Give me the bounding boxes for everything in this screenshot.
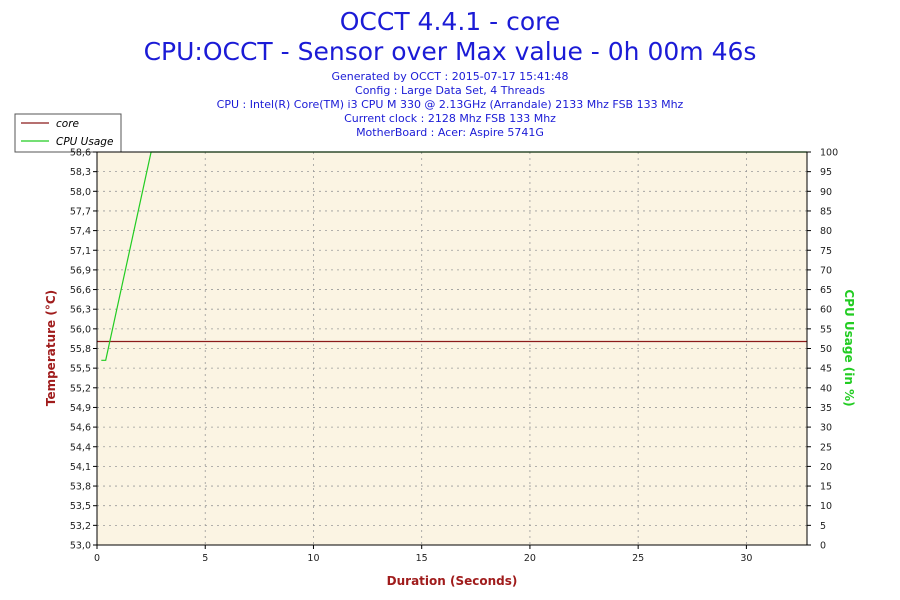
info-motherboard: MotherBoard : Acer: Aspire 5741G [356,126,544,139]
y-right-tick-label: 25 [820,442,832,453]
legend-box [14,113,122,153]
y-left-tick-label: 53,5 [70,501,91,512]
y-right-tick-label: 85 [820,206,832,217]
chart-title: OCCT 4.4.1 - core [340,7,560,36]
y-right-tick-label: 95 [820,167,832,178]
y-right-tick-label: 60 [820,305,832,316]
y-left-tick-label: 58,0 [70,187,91,198]
chart-subtitle: CPU:OCCT - Sensor over Max value - 0h 00… [144,37,757,66]
x-tick-label: 15 [416,553,428,564]
x-tick-label: 10 [307,553,319,564]
y-right-tick-label: 20 [820,462,832,473]
y-left-tick-label: 54,4 [70,442,91,453]
y-right-tick-label: 0 [820,541,826,552]
y-right-tick-label: 80 [820,226,832,237]
x-axis-label: Duration (Seconds) [387,574,518,588]
info-generated: Generated by OCCT : 2015-07-17 15:41:48 [331,70,568,83]
y-left-tick-label: 56,3 [70,305,91,316]
y-right-tick-label: 15 [820,482,832,493]
y-right-tick-label: 50 [820,344,832,355]
x-tick-label: 20 [524,553,536,564]
y-left-tick-label: 53,0 [70,541,91,552]
y-right-tick-label: 30 [820,423,832,434]
legend-label-cpu-usage: CPU Usage [56,136,113,148]
y-axis-right: 0 5 10 15 20 25 30 35 40 45 50 55 60 65 70 75 80 85 90 95 10… [807,148,838,552]
y-left-tick-label: 54,1 [70,462,91,473]
y-right-tick-label: 70 [820,265,832,276]
info-cpu: CPU : Intel(R) Core(TM) i3 CPU M 330 @ 2… [217,98,684,111]
y-right-tick-label: 5 [820,521,826,532]
y-left-tick-label: 55,5 [70,364,91,375]
y-right-tick-label: 40 [820,383,832,394]
y-left-tick-label: 54,9 [70,403,91,414]
y-right-tick-label: 35 [820,403,832,414]
y-right-tick-label: 55 [820,324,832,335]
x-tick-label: 30 [740,553,752,564]
x-tick-label: 5 [202,553,208,564]
y-left-tick-label: 58,6 [70,148,91,159]
y-left-tick-label: 55,8 [70,344,91,355]
info-clock: Current clock : 2128 Mhz FSB 133 Mhz [344,112,556,125]
info-config: Config : Large Data Set, 4 Threads [355,84,545,97]
y-left-tick-label: 55,2 [70,383,91,394]
y-right-tick-label: 90 [820,187,832,198]
y-axis-left: 53,0 53,2 53,5 53,8 54,1 54,4 54,6 54,9 55,2 55,5… [70,148,97,552]
x-axis: 0 5 10 15 20 25 30 [94,545,752,564]
y-right-tick-label: 75 [820,246,832,257]
legend-label-core: core [56,118,79,130]
y-right-tick-label: 10 [820,501,832,512]
y-left-tick-label: 57,4 [70,226,91,237]
y-right-tick-label: 45 [820,364,832,375]
y-left-tick-label: 54,6 [70,423,91,434]
x-tick-label: 0 [94,553,100,564]
y-left-tick-label: 53,8 [70,482,91,493]
grid [97,152,807,545]
y-left-tick-label: 57,7 [70,206,91,217]
x-tick-label: 25 [632,553,644,564]
y-right-tick-label: 100 [820,148,838,159]
y-left-tick-label: 58,3 [70,167,91,178]
y-left-tick-label: 57,1 [70,246,91,257]
y-right-tick-label: 65 [820,285,832,296]
y-left-tick-label: 56,9 [70,265,91,276]
y-axis-right-label: CPU Usage (in %) [842,289,856,406]
y-axis-left-label: Temperature (°C) [44,290,58,406]
legend: core CPU Usage [14,113,122,153]
y-left-tick-label: 53,2 [70,521,91,532]
y-left-tick-label: 56,0 [70,324,91,335]
y-left-tick-label: 56,6 [70,285,91,296]
